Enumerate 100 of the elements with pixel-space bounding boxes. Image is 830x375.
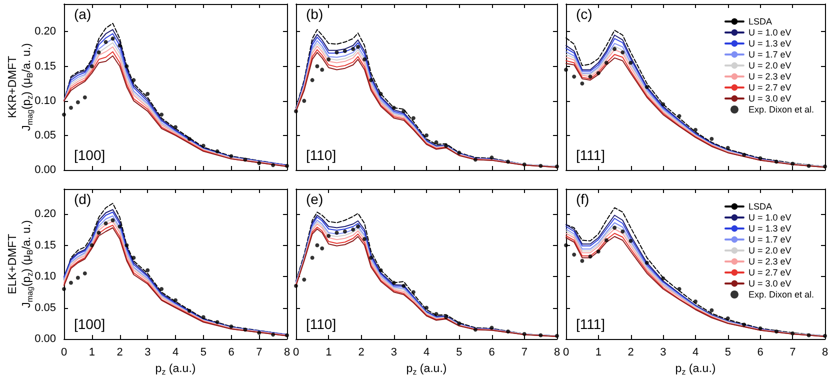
point bbox=[473, 158, 478, 162]
point bbox=[320, 68, 324, 72]
point bbox=[174, 125, 178, 130]
y-tick-label: 0.20 bbox=[34, 26, 56, 38]
point bbox=[187, 136, 192, 141]
point bbox=[402, 284, 406, 288]
x-tick-label: 4 bbox=[692, 346, 699, 358]
y-tick-label: 0.05 bbox=[34, 302, 56, 314]
annotation: (d) bbox=[74, 191, 92, 207]
point bbox=[572, 74, 576, 79]
point bbox=[378, 268, 383, 272]
point bbox=[229, 324, 234, 328]
x-tick-label: 2 bbox=[628, 346, 634, 358]
legend-label: U = 1.7 eV bbox=[748, 50, 792, 60]
point bbox=[96, 50, 101, 54]
point bbox=[506, 330, 510, 334]
x-tick-label: 4 bbox=[172, 346, 179, 358]
legend-label: U = 3.0 eV bbox=[748, 94, 792, 104]
point bbox=[434, 312, 438, 316]
point bbox=[132, 256, 136, 260]
point bbox=[444, 144, 448, 148]
legend-label: U = 2.7 eV bbox=[748, 82, 792, 92]
point bbox=[342, 230, 347, 234]
x-tick-label: 7 bbox=[521, 346, 528, 358]
point bbox=[661, 276, 666, 280]
y-tick-label: 0.15 bbox=[34, 60, 56, 72]
legend-label: Exp. Dixon et al. bbox=[748, 104, 814, 114]
point bbox=[588, 254, 592, 258]
point bbox=[758, 326, 762, 330]
x-tick-label: 5 bbox=[456, 346, 462, 358]
point bbox=[201, 315, 206, 320]
point bbox=[392, 106, 396, 110]
point bbox=[710, 308, 714, 312]
annotation: [100] bbox=[74, 147, 106, 163]
y-tick-label: 0.10 bbox=[34, 270, 56, 282]
point bbox=[201, 144, 206, 148]
point bbox=[694, 300, 698, 304]
annotation: (c) bbox=[576, 6, 592, 22]
point bbox=[588, 74, 592, 79]
point bbox=[677, 287, 682, 291]
point bbox=[742, 152, 746, 157]
point bbox=[457, 150, 462, 155]
point bbox=[90, 243, 94, 248]
point bbox=[187, 308, 192, 313]
annotation: (b) bbox=[306, 6, 324, 22]
point bbox=[146, 92, 150, 96]
point bbox=[215, 320, 220, 324]
point bbox=[580, 82, 584, 86]
x-tick-label: 1 bbox=[326, 346, 332, 358]
point bbox=[76, 276, 80, 280]
point bbox=[68, 280, 73, 285]
point bbox=[110, 218, 115, 222]
point bbox=[342, 49, 347, 54]
point bbox=[302, 98, 306, 103]
x-tick-label: 2 bbox=[358, 346, 364, 358]
point bbox=[806, 164, 811, 168]
point bbox=[424, 306, 428, 310]
point bbox=[628, 60, 633, 65]
legend-label: U = 1.3 eV bbox=[748, 38, 792, 48]
point bbox=[68, 106, 73, 110]
point bbox=[411, 290, 416, 294]
point bbox=[243, 158, 248, 162]
point bbox=[620, 230, 625, 234]
point bbox=[82, 95, 87, 100]
point bbox=[362, 57, 367, 62]
point bbox=[473, 328, 478, 332]
legend-label: U = 2.0 eV bbox=[748, 60, 792, 70]
point bbox=[490, 156, 494, 160]
annotation: [110] bbox=[306, 147, 336, 163]
x-tick-label: 4 bbox=[423, 346, 430, 358]
point bbox=[356, 44, 360, 49]
legend-label: LSDA bbox=[748, 202, 772, 212]
point bbox=[538, 164, 543, 168]
y-tick-label: 0.10 bbox=[34, 94, 56, 107]
y-tick-label: 0.05 bbox=[34, 129, 56, 142]
x-tick-label: 6 bbox=[228, 346, 234, 358]
point bbox=[644, 85, 649, 89]
point bbox=[411, 116, 416, 120]
point bbox=[644, 260, 649, 265]
annotation: [110] bbox=[306, 316, 336, 332]
point bbox=[315, 243, 320, 248]
x-tick-label: 1 bbox=[88, 346, 95, 358]
annotation: (f) bbox=[576, 191, 590, 207]
point bbox=[326, 234, 331, 238]
point bbox=[257, 330, 262, 335]
x-tick-label: 5 bbox=[200, 346, 206, 358]
point bbox=[490, 326, 494, 330]
point bbox=[612, 226, 617, 230]
point bbox=[369, 78, 374, 82]
point bbox=[257, 161, 262, 166]
point bbox=[118, 224, 122, 228]
legend-label: U = 3.0 eV bbox=[748, 278, 792, 288]
point bbox=[243, 328, 248, 332]
x-tick-label: 5 bbox=[724, 346, 731, 358]
legend-label: U = 2.7 eV bbox=[748, 268, 792, 278]
x-tick-label: 8 bbox=[822, 346, 828, 358]
point bbox=[104, 221, 108, 226]
legend-label: Exp. Dixon et al. bbox=[748, 290, 814, 300]
point bbox=[320, 246, 324, 250]
point bbox=[174, 298, 178, 302]
